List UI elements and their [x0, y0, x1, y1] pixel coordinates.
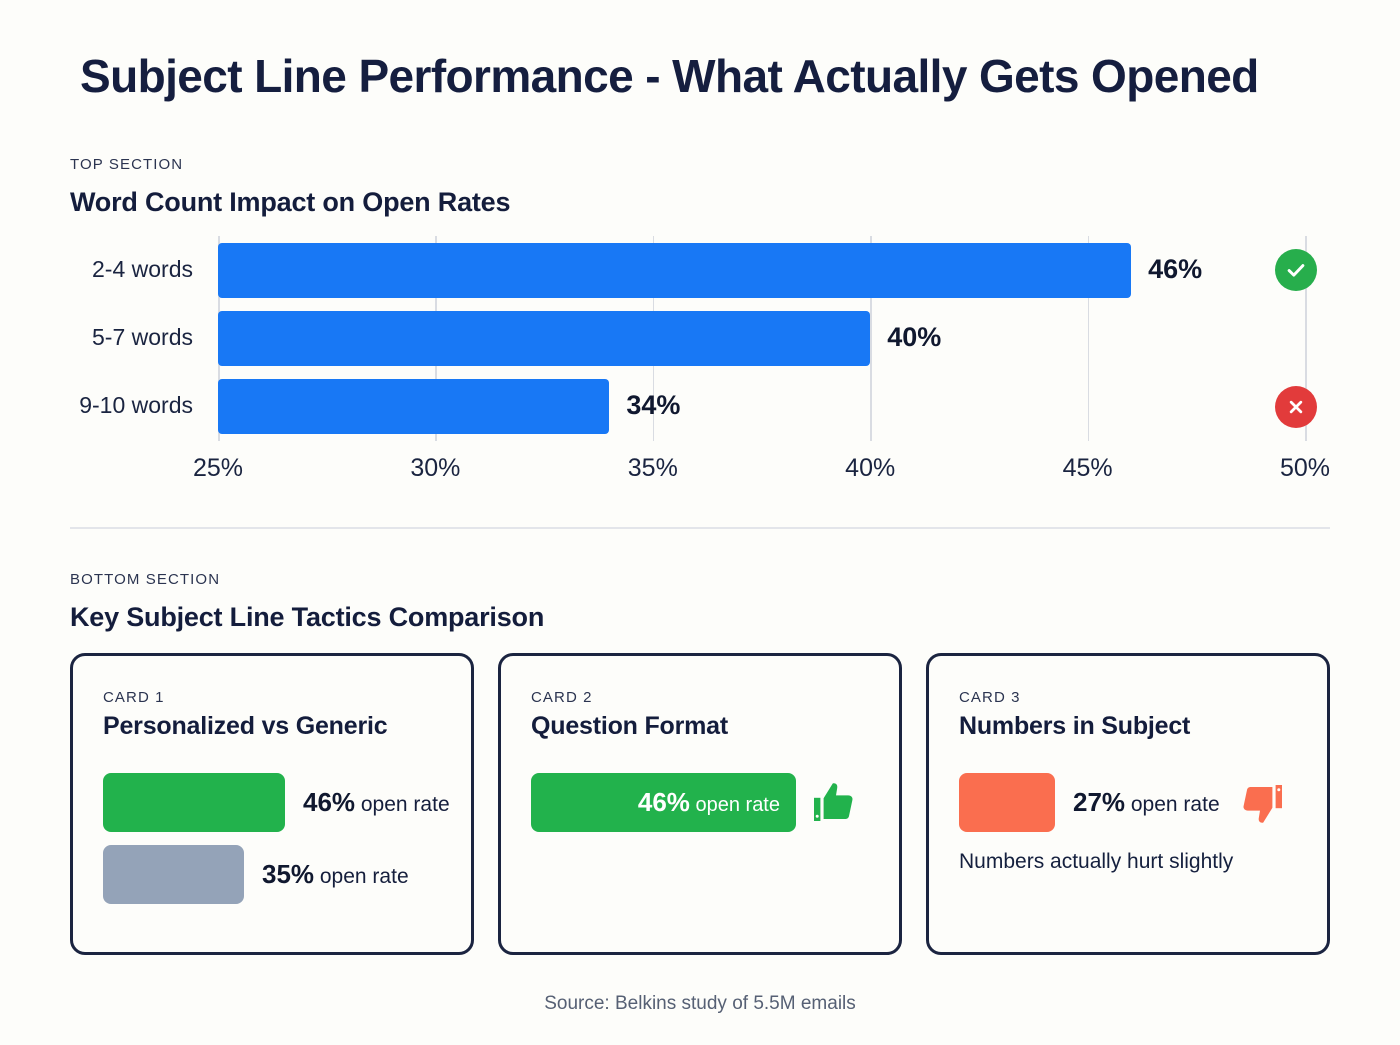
card-metric-percent: 27%: [1073, 787, 1126, 817]
chart-bar: [218, 242, 1132, 298]
tactic-card[interactable]: CARD 3 Numbers in Subject 27% open rate Num…: [926, 653, 1330, 955]
chart-axis-tick: 45%: [1062, 454, 1113, 482]
card-metric-bar: 46% open rate: [531, 773, 796, 832]
thumbs-up-icon: [814, 782, 853, 821]
chart-category-label: 9-10 words: [79, 392, 193, 419]
source-note: Source: Belkins study of 5.5M emails: [544, 993, 856, 1014]
card-kicker: CARD 1: [103, 689, 165, 706]
chart-bar-value: 46%: [1148, 253, 1203, 284]
bottom-section-title: Key Subject Line Tactics Comparison: [70, 602, 545, 632]
card-title: Numbers in Subject: [959, 712, 1191, 740]
chart-axis-tick: 30%: [410, 454, 461, 482]
card-metric-label: 27% open rate: [1073, 787, 1220, 817]
card-metric-percent: 35%: [262, 859, 315, 889]
card-metric-row: 35% open rate: [103, 845, 441, 904]
card-metric-percent: 46%: [637, 787, 690, 817]
tactic-card[interactable]: CARD 2 Question Format 46% open rate: [498, 653, 902, 955]
chart-category-label: 2-4 words: [92, 255, 193, 282]
card-metric-percent: 46%: [303, 787, 356, 817]
thumbs-down-icon: [1243, 784, 1282, 823]
chart-axis-tick: 40%: [845, 454, 896, 482]
card-metric-bar: [103, 773, 285, 832]
chart-gridline: [1305, 236, 1307, 441]
card-kicker: CARD 3: [959, 689, 1021, 706]
x-circle-icon: [1274, 385, 1317, 428]
bottom-section-kicker: BOTTOM SECTION: [70, 571, 221, 588]
page-title: Subject Line Performance - What Actually…: [80, 50, 1259, 102]
chart-plot-area: 2-4 words 46% 5-7 words 40% 9-10 words 34% 25%…: [79, 236, 1330, 482]
section-divider: [70, 527, 1330, 529]
card-metric-label: 46% open rate: [303, 787, 450, 817]
chart-bar: [218, 311, 871, 366]
top-section-title: Word Count Impact on Open Rates: [70, 187, 511, 217]
tactic-card[interactable]: CARD 1 Personalized vs Generic 46% open ra…: [70, 653, 474, 955]
chart-gridline: [1087, 236, 1090, 441]
card-metric-row: 46% open rate: [103, 773, 450, 832]
card-metric-row: 27% open rate: [959, 773, 1297, 832]
chart-bar: [218, 379, 610, 435]
chart-bar-value: 34%: [626, 390, 681, 421]
card-kicker: CARD 2: [531, 689, 593, 706]
chart-bar-value: 40%: [887, 322, 942, 352]
chart-category-label: 5-7 words: [92, 324, 193, 350]
card-metric-bar: [103, 845, 244, 904]
check-circle-icon: [1274, 249, 1317, 292]
card-metric-label: 46% open rate: [637, 787, 780, 817]
card-note: Numbers actually hurt slightly: [959, 850, 1234, 873]
card-metric-bar: [959, 773, 1055, 832]
card-title: Personalized vs Generic: [103, 712, 388, 740]
card-metric-row: 46% open rate: [531, 773, 869, 832]
chart-axis-tick: 35%: [627, 454, 678, 482]
word-count-bar-chart: 2-4 words 46% 5-7 words 40% 9-10 words 34% 25%…: [70, 236, 1330, 482]
chart-axis-tick: 50%: [1279, 454, 1331, 482]
card-title: Question Format: [531, 712, 729, 740]
chart-axis-tick: 25%: [192, 454, 244, 482]
top-section-kicker: TOP SECTION: [70, 156, 184, 173]
tactics-card-grid: CARD 1 Personalized vs Generic 46% open ra…: [70, 653, 1330, 955]
card-metric-label: 35% open rate: [262, 859, 409, 889]
chart-gridline: [870, 236, 872, 441]
